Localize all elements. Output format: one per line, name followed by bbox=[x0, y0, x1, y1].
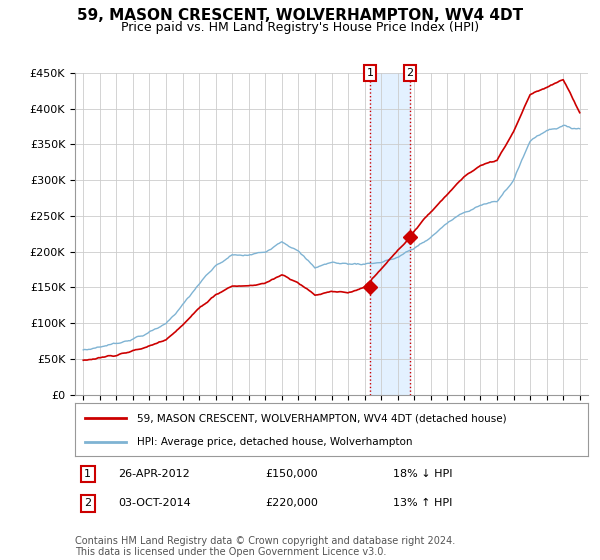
Text: Price paid vs. HM Land Registry's House Price Index (HPI): Price paid vs. HM Land Registry's House … bbox=[121, 21, 479, 34]
Text: 03-OCT-2014: 03-OCT-2014 bbox=[119, 498, 191, 508]
Text: 2: 2 bbox=[407, 68, 413, 78]
Text: 2: 2 bbox=[84, 498, 91, 508]
Text: 59, MASON CRESCENT, WOLVERHAMPTON, WV4 4DT: 59, MASON CRESCENT, WOLVERHAMPTON, WV4 4… bbox=[77, 8, 523, 24]
Text: £220,000: £220,000 bbox=[265, 498, 317, 508]
Text: HPI: Average price, detached house, Wolverhampton: HPI: Average price, detached house, Wolv… bbox=[137, 436, 412, 446]
Text: £150,000: £150,000 bbox=[265, 469, 317, 479]
Bar bbox=[370, 73, 410, 395]
Text: 1: 1 bbox=[85, 469, 91, 479]
Text: 18% ↓ HPI: 18% ↓ HPI bbox=[393, 469, 452, 479]
Text: 26-APR-2012: 26-APR-2012 bbox=[119, 469, 190, 479]
Text: 1: 1 bbox=[367, 68, 373, 78]
Text: 13% ↑ HPI: 13% ↑ HPI bbox=[393, 498, 452, 508]
Text: Contains HM Land Registry data © Crown copyright and database right 2024.
This d: Contains HM Land Registry data © Crown c… bbox=[75, 535, 455, 557]
Text: 59, MASON CRESCENT, WOLVERHAMPTON, WV4 4DT (detached house): 59, MASON CRESCENT, WOLVERHAMPTON, WV4 4… bbox=[137, 413, 506, 423]
